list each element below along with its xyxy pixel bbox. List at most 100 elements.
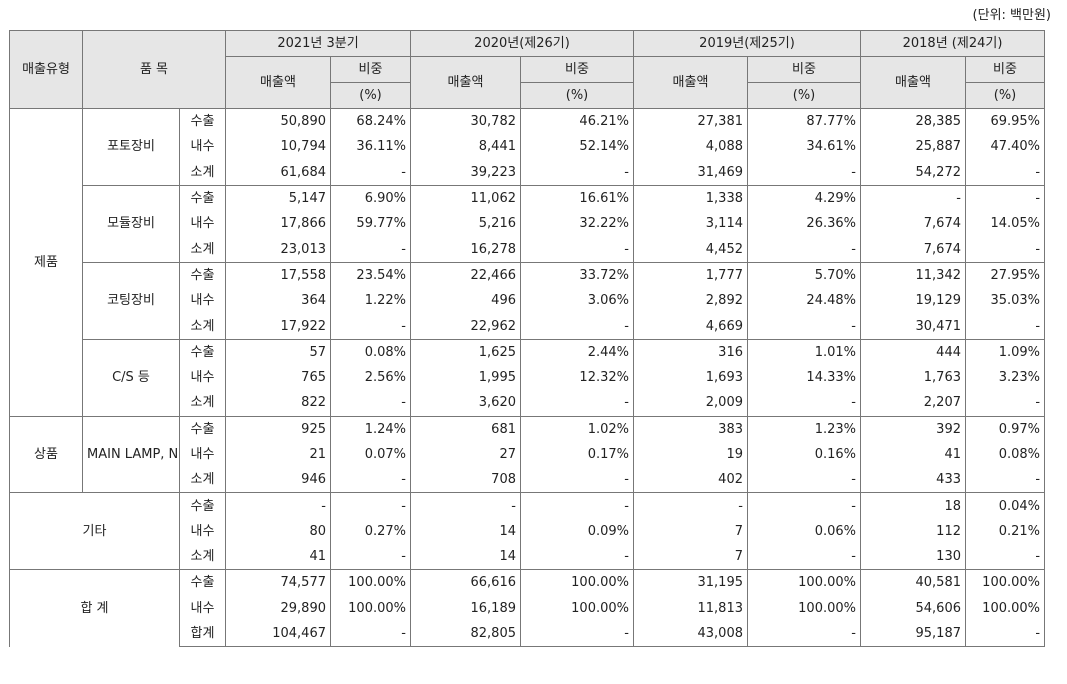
amount-cell: 61,684: [225, 159, 331, 186]
amount-cell: 1,995: [410, 364, 521, 391]
amount-cell: 130: [860, 544, 966, 570]
table-row: 내수 80 0.27% 14 0.09% 7 0.06% 112 0.21%: [10, 518, 1046, 545]
ratio-cell: 59.77%: [330, 211, 411, 237]
ratio-cell: 0.04%: [964, 492, 1046, 519]
amount-cell: 74,577: [225, 569, 331, 596]
ratio-cell: 0.08%: [964, 441, 1046, 468]
amount-cell: 2,892: [633, 288, 748, 314]
amount-cell: 5,147: [225, 184, 331, 212]
ratio-cell: -: [964, 159, 1046, 186]
amount-cell: 19: [633, 441, 748, 468]
amount-cell: 4,669: [633, 313, 748, 340]
sales-type: 제품: [9, 108, 83, 417]
item-name: MAIN LAMP, Nozzle 등: [82, 415, 180, 493]
ratio-cell: 23.54%: [330, 261, 411, 289]
ratio-cell: 1.24%: [330, 415, 411, 442]
amount-cell: 31,469: [633, 159, 748, 186]
amount-cell: 29,890: [225, 595, 331, 621]
item-name: 모듈장비: [82, 184, 180, 263]
ratio-cell: 6.90%: [330, 184, 411, 212]
amount-cell: 496: [410, 288, 521, 314]
row-label: 수출: [179, 184, 226, 212]
row-label: 소계: [179, 313, 226, 340]
ratio-cell: -: [747, 313, 861, 340]
amount-cell: 7,674: [860, 236, 966, 263]
ratio-cell: -: [330, 467, 411, 493]
amount-cell: 30,782: [410, 108, 521, 135]
ratio-cell: -: [330, 620, 411, 648]
ratio-cell: 1.09%: [964, 338, 1046, 365]
amount-cell: 822: [225, 390, 331, 417]
amount-cell: 4,088: [633, 134, 748, 160]
header-item: 품 목: [82, 30, 226, 109]
amount-cell: 41: [225, 544, 331, 570]
ratio-cell: 1.23%: [747, 415, 861, 442]
table-row: 내수 10,794 36.11% 8,441 52.14% 4,088 34.61% 25,8…: [10, 134, 1046, 160]
row-label: 수출: [179, 108, 226, 135]
ratio-cell: -: [747, 390, 861, 417]
header-ratio: 비중: [964, 56, 1046, 83]
header-pct: (%): [330, 82, 411, 109]
amount-cell: 2,207: [860, 390, 966, 417]
table-row: C/S 등 수출 57 0.08% 1,625 2.44% 316 1.01% 444 1.09%: [10, 338, 1046, 417]
row-label: 소계: [179, 159, 226, 186]
ratio-cell: -: [520, 159, 634, 186]
amount-cell: 5,216: [410, 211, 521, 237]
ratio-cell: 100.00%: [520, 595, 634, 621]
amount-cell: 946: [225, 467, 331, 493]
row-label: 소계: [179, 390, 226, 417]
amount-cell: 23,013: [225, 236, 331, 263]
ratio-cell: -: [964, 620, 1046, 648]
ratio-cell: 69.95%: [964, 108, 1046, 135]
others-label: 기타: [9, 492, 180, 570]
amount-cell: 392: [860, 415, 966, 442]
amount-cell: 19,129: [860, 288, 966, 314]
header-pct: (%): [747, 82, 861, 109]
ratio-cell: -: [330, 313, 411, 340]
ratio-cell: 0.07%: [330, 441, 411, 468]
header-ratio: 비중: [330, 56, 411, 83]
ratio-cell: -: [964, 544, 1046, 570]
amount-cell: 25,887: [860, 134, 966, 160]
amount-cell: 104,467: [225, 620, 331, 648]
amount-cell: 18: [860, 492, 966, 519]
ratio-cell: 1.02%: [520, 415, 634, 442]
ratio-cell: 24.48%: [747, 288, 861, 314]
ratio-cell: 0.06%: [747, 518, 861, 545]
amount-cell: 2,009: [633, 390, 748, 417]
ratio-cell: -: [964, 313, 1046, 340]
ratio-cell: 3.06%: [520, 288, 634, 314]
amount-cell: 22,962: [410, 313, 521, 340]
amount-cell: 11,342: [860, 261, 966, 289]
ratio-cell: 46.21%: [520, 108, 634, 135]
amount-cell: 1,338: [633, 184, 748, 212]
ratio-cell: -: [964, 390, 1046, 417]
amount-cell: 8,441: [410, 134, 521, 160]
amount-cell: 7,674: [860, 211, 966, 237]
amount-cell: 22,466: [410, 261, 521, 289]
ratio-cell: 5.70%: [747, 261, 861, 289]
ratio-cell: 36.11%: [330, 134, 411, 160]
ratio-cell: 14.33%: [747, 364, 861, 391]
row-label: 내수: [179, 518, 226, 545]
amount-cell: 54,272: [860, 159, 966, 186]
row-label: 수출: [179, 338, 226, 365]
ratio-cell: -: [747, 467, 861, 493]
ratio-cell: -: [330, 544, 411, 570]
header-ratio: 비중: [520, 56, 634, 83]
table-row: 소계 822-3,620-2,009-2,207-: [10, 390, 1046, 417]
ratio-cell: 1.22%: [330, 288, 411, 314]
ratio-cell: 100.00%: [747, 569, 861, 596]
amount-cell: 43,008: [633, 620, 748, 648]
ratio-cell: -: [520, 492, 634, 519]
header-amount: 매출액: [860, 56, 966, 109]
amount-cell: 7: [633, 544, 748, 570]
ratio-cell: -: [330, 390, 411, 417]
ratio-cell: 26.36%: [747, 211, 861, 237]
amount-cell: 16,278: [410, 236, 521, 263]
ratio-cell: 33.72%: [520, 261, 634, 289]
row-label: 소계: [179, 467, 226, 493]
amount-cell: 28,385: [860, 108, 966, 135]
table-row: 내수 765 2.56% 1,995 12.32% 1,693 14.33% 1,763 3.2…: [10, 364, 1046, 391]
table-row: 내수 17,866 59.77% 5,216 32.22% 3,114 26.36% 7,67…: [10, 211, 1046, 237]
